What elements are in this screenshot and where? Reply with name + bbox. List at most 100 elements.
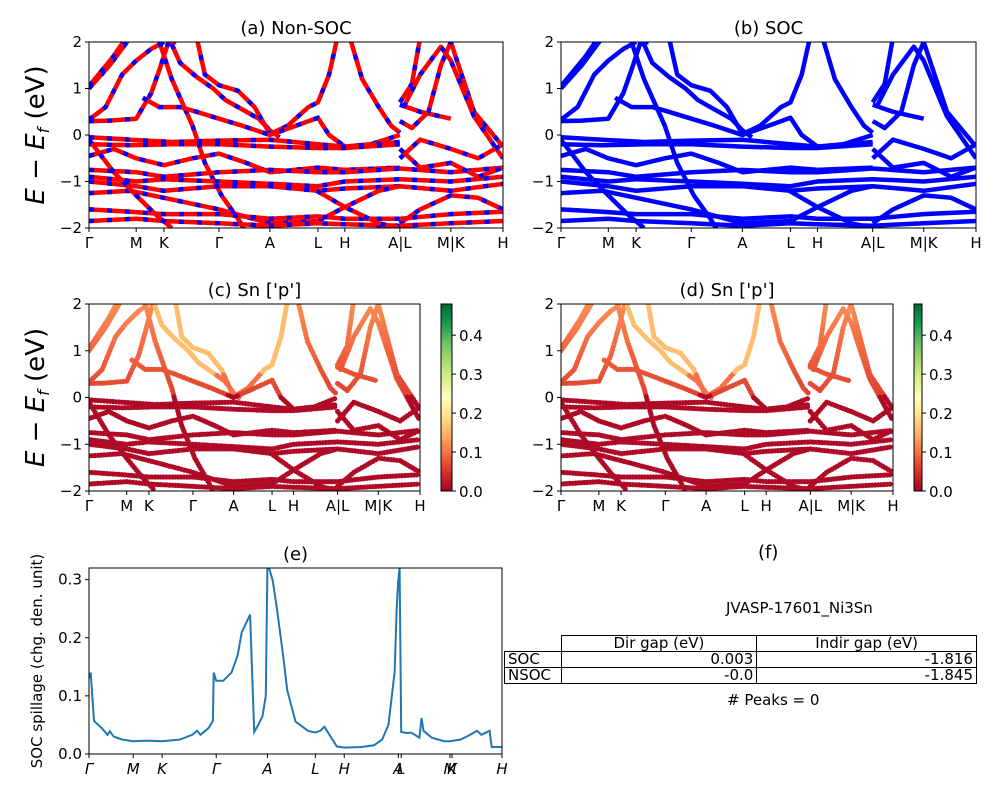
- x-tick-label: Γ: [85, 234, 94, 252]
- band-line-dash: [89, 42, 126, 88]
- table-header-row: Dir gap (eV) Indir gap (eV): [505, 635, 977, 652]
- panel-b-plot-area: [561, 42, 976, 228]
- band-line-dash: [89, 42, 165, 122]
- band-point: [804, 396, 811, 402]
- band-point: [414, 444, 420, 450]
- band-line-dash: [398, 42, 422, 104]
- colorbar-tick-label: 0.1: [929, 444, 953, 462]
- band-point: [150, 486, 156, 491]
- y-tick-label: −2: [60, 219, 82, 237]
- y-tick-label: 0: [72, 126, 82, 144]
- band-point: [414, 429, 420, 435]
- y-tick-label: −2: [532, 482, 554, 500]
- band-line: [871, 102, 925, 121]
- colorbar: [440, 303, 453, 492]
- band-line: [89, 165, 503, 180]
- y-tick-label: −1: [532, 435, 554, 453]
- x-tick-label: A|L: [326, 497, 350, 515]
- x-tick-label: H: [288, 497, 299, 515]
- panel-b-title: (b) SOC: [734, 18, 803, 39]
- x-tick-label: M: [592, 497, 605, 515]
- x-tick-label: H: [496, 760, 507, 778]
- band-point: [332, 447, 338, 453]
- x-tick-label: L: [397, 760, 405, 778]
- band-line: [561, 138, 646, 228]
- y-tick-label: 0: [544, 126, 554, 144]
- y-tick-label: 0: [544, 389, 554, 407]
- band-line-dash: [89, 42, 177, 124]
- band-line-dash: [89, 42, 130, 90]
- band-point: [887, 481, 893, 487]
- x-tick-label: K: [144, 497, 155, 515]
- x-tick-label: H: [812, 234, 823, 252]
- y-tick-label: 0.1: [58, 687, 82, 705]
- band-line: [561, 174, 976, 189]
- x-tick-label: A|L: [861, 234, 885, 252]
- band-line: [315, 188, 401, 228]
- x-tick-label: A: [392, 760, 403, 778]
- x-tick-label: M: [120, 497, 133, 515]
- y-tick-label: 0.0: [58, 745, 82, 763]
- band-point: [823, 304, 829, 308]
- x-tick-label: H: [339, 760, 350, 778]
- band-point: [804, 447, 811, 453]
- y-tick-label: −1: [532, 173, 554, 191]
- y-tick-label: 2: [72, 295, 82, 313]
- x-tick-label: Γ: [212, 760, 222, 778]
- y-tick-label: 1: [72, 80, 82, 98]
- band-line: [561, 42, 638, 122]
- panel-c-title: (c) Sn ['p']: [208, 280, 302, 301]
- panel-e-plot-area: [89, 568, 502, 749]
- y-tick-label: −1: [60, 173, 82, 191]
- y-axis-label: E − Ef (eV): [21, 328, 53, 467]
- material-label: JVASP-17601_Ni3Sn: [726, 599, 873, 617]
- x-tick-label: K: [616, 497, 627, 515]
- band-line-dash: [141, 95, 401, 149]
- x-tick-label: K: [157, 760, 168, 778]
- x-tick-label: K: [447, 760, 458, 778]
- band-point: [585, 304, 591, 308]
- y-axis-label: SOC spillage (chg. den. unit): [28, 554, 46, 769]
- band-point: [887, 429, 893, 435]
- band-line: [871, 137, 976, 161]
- x-tick-label: Γ: [215, 234, 224, 252]
- y-tick-label: −2: [532, 219, 554, 237]
- band-line: [401, 44, 503, 160]
- cell-nsoc-indir-gap: -1.845: [756, 667, 977, 684]
- x-tick-label: A: [261, 760, 272, 778]
- y-tick-label: 1: [544, 80, 554, 98]
- table-row: NSOC -0.0 -1.845: [504, 667, 977, 684]
- x-tick-label: A: [701, 497, 712, 515]
- cell-nsoc-dir-gap: -0.0: [560, 667, 758, 684]
- band-point: [645, 297, 650, 302]
- band-line: [89, 174, 503, 189]
- panel-a-title: (a) Non-SOC: [240, 18, 351, 39]
- band-point: [113, 304, 119, 308]
- band-line: [870, 42, 895, 104]
- x-tick-label: L: [314, 234, 323, 252]
- band-line: [89, 146, 400, 175]
- band-point: [887, 437, 893, 443]
- band-line: [561, 207, 976, 221]
- band-point: [414, 481, 420, 487]
- band-line: [561, 42, 599, 88]
- band-line: [348, 42, 402, 135]
- y-tick-label: 2: [72, 33, 82, 51]
- band-line: [561, 179, 976, 194]
- band-line: [561, 142, 873, 151]
- panel-e-frame: [88, 567, 503, 755]
- peaks-label: # Peaks = 0: [727, 691, 820, 709]
- table-row: SOC 0.003 -1.816: [504, 651, 977, 668]
- band-point: [416, 415, 420, 421]
- band-point: [887, 406, 893, 412]
- x-tick-label: H: [761, 497, 772, 515]
- band-point: [332, 390, 338, 396]
- y-tick-label: 0.3: [58, 571, 82, 589]
- band-line-dash: [89, 138, 174, 228]
- x-tick-label: L: [268, 497, 277, 515]
- band-line: [89, 179, 503, 194]
- x-tick-label: Γ: [661, 497, 670, 515]
- x-tick-label: M|K: [364, 497, 393, 515]
- y-axis-label: E − Ef (eV): [21, 65, 53, 204]
